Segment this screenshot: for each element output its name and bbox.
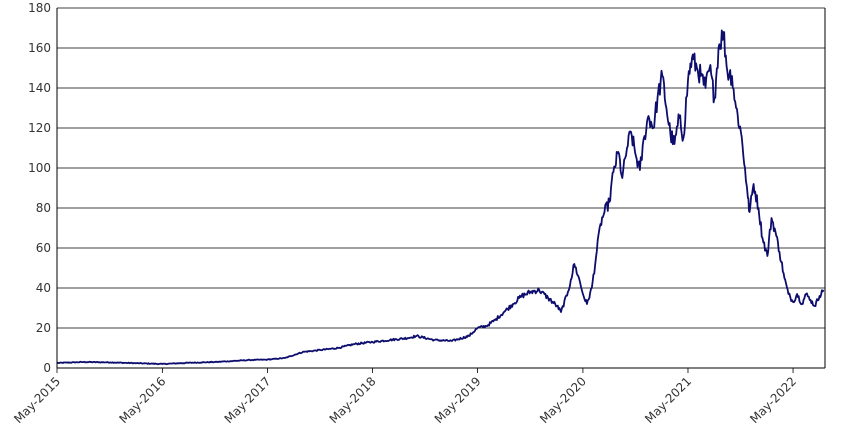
- x-axis-ticks: [56, 368, 794, 373]
- x-tick-label-May-2015: May-2015: [11, 374, 63, 426]
- grid-lines: [57, 7, 825, 329]
- y-tick-label-160: 160: [28, 41, 51, 55]
- x-tick-label-May-2016: May-2016: [117, 374, 169, 426]
- axes: [56, 8, 826, 369]
- x-tick-label-May-2019: May-2019: [432, 374, 484, 426]
- y-tick-label-100: 100: [28, 161, 51, 175]
- x-tick-label-May-2021: May-2021: [642, 374, 694, 426]
- x-tick-label-May-2022: May-2022: [747, 374, 799, 426]
- y-tick-label-140: 140: [28, 81, 51, 95]
- y-tick-label-120: 120: [28, 121, 51, 135]
- y-axis-tick-labels: 0 20 40 60 80 100 120 140 160 180: [28, 1, 51, 375]
- y-tick-label-40: 40: [36, 281, 51, 295]
- series-line: [56, 29, 825, 366]
- x-tick-label-May-2017: May-2017: [222, 374, 274, 426]
- y-tick-label-180: 180: [28, 1, 51, 15]
- y-tick-label-60: 60: [36, 241, 51, 255]
- y-tick-label-0: 0: [43, 361, 51, 375]
- x-tick-label-May-2018: May-2018: [327, 374, 379, 426]
- series-layer: [56, 29, 825, 366]
- x-tick-label-May-2020: May-2020: [537, 374, 589, 426]
- y-tick-label-80: 80: [36, 201, 51, 215]
- x-axis-tick-labels: May-2015 May-2016 May-2017 May-2018 May-2019…: [11, 374, 799, 426]
- y-tick-label-20: 20: [36, 321, 51, 335]
